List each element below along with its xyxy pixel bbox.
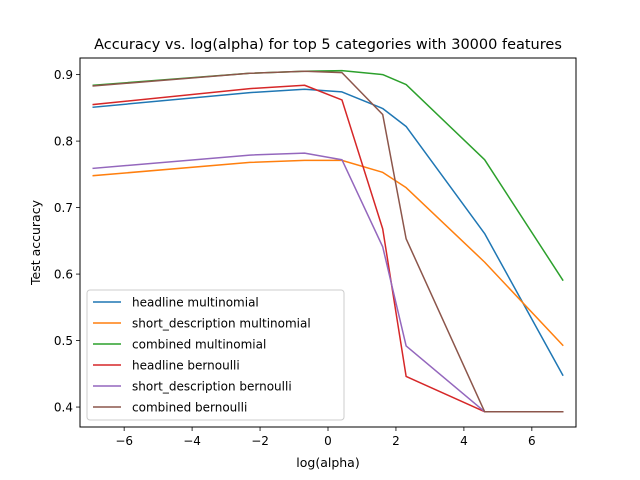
x-tick-label: 6 xyxy=(528,434,536,448)
legend-label: combined multinomial xyxy=(132,338,266,352)
legend-label: combined bernoulli xyxy=(132,401,247,415)
series-line-5 xyxy=(92,70,564,413)
y-tick-label: 0.6 xyxy=(54,268,73,282)
y-tick-label: 0.7 xyxy=(54,201,73,215)
legend-label: short_description multinomial xyxy=(132,317,311,331)
x-tick-label: −6 xyxy=(115,434,133,448)
x-axis-label: log(alpha) xyxy=(296,455,359,470)
series-line-3 xyxy=(92,84,564,413)
x-tick-label: 4 xyxy=(460,434,468,448)
legend-label: short_description bernoulli xyxy=(132,380,292,394)
legend-label: headline multinomial xyxy=(132,296,259,310)
y-axis-ticks: 0.4 0.5 0.6 0.7 0.8 0.9 xyxy=(54,68,80,415)
y-tick-label: 0.4 xyxy=(54,401,73,415)
y-tick-label: 0.5 xyxy=(54,334,73,348)
legend: headline multinomial short_description mu… xyxy=(86,289,345,421)
series-line-4 xyxy=(92,152,564,413)
x-axis-ticks: −6 −4 −2 0 2 4 6 xyxy=(115,427,536,448)
series-line-0 xyxy=(92,88,564,377)
y-tick-label: 0.9 xyxy=(54,68,73,82)
chart-title: Accuracy vs. log(alpha) for top 5 catego… xyxy=(94,37,562,53)
x-tick-label: 0 xyxy=(324,434,332,448)
x-tick-label: −4 xyxy=(183,434,201,448)
y-tick-label: 0.8 xyxy=(54,135,73,149)
legend-label: headline bernoulli xyxy=(132,359,240,373)
y-axis-label: Test accuracy xyxy=(28,199,43,286)
plot-lines xyxy=(92,69,564,413)
legend-box xyxy=(86,289,345,421)
x-tick-label: −2 xyxy=(251,434,269,448)
x-tick-label: 2 xyxy=(392,434,400,448)
